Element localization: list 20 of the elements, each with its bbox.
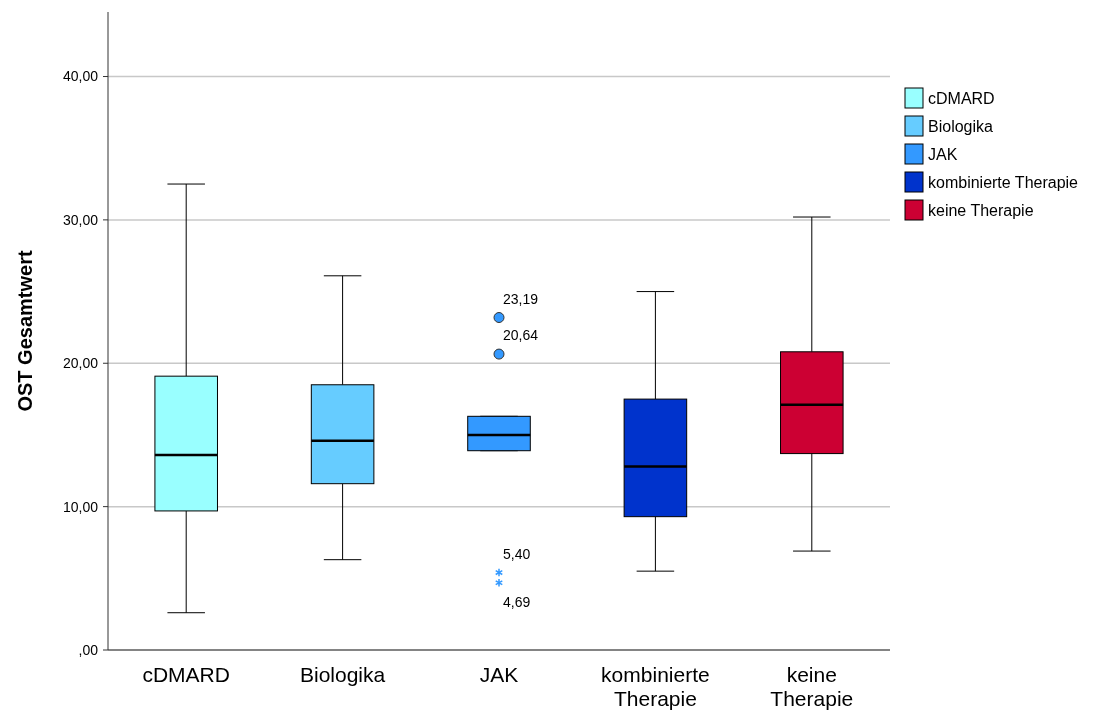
annotation: 5,40 — [503, 545, 531, 562]
legend-label: keine Therapie — [928, 201, 1034, 219]
y-tick-label: 20,00 — [62, 355, 99, 372]
x-tick-label: keine Therapie — [770, 663, 854, 710]
legend-label: Biologika — [928, 117, 994, 135]
y-tick-label: ,00 — [78, 641, 99, 658]
annotation: 23,19 — [503, 290, 539, 307]
y-tick-label: 40,00 — [62, 68, 99, 85]
x-tick-label: Biologika — [299, 663, 386, 686]
x-tick-label: cDMARD — [142, 663, 230, 686]
y-axis-title: OST Gesamtwert — [14, 250, 36, 412]
x-tick-label: kombinierte Therapie — [601, 663, 710, 710]
y-tick-label: 10,00 — [62, 498, 99, 515]
legend-label: JAK — [928, 145, 958, 163]
legend-label: kombinierte Therapie — [928, 173, 1079, 191]
legend-label: cDMARD — [928, 89, 995, 107]
annotation: 20,64 — [503, 327, 539, 344]
x-tick-label: JAK — [479, 663, 519, 686]
annotation: 4,69 — [503, 593, 531, 610]
y-tick-label: 30,00 — [62, 211, 99, 228]
